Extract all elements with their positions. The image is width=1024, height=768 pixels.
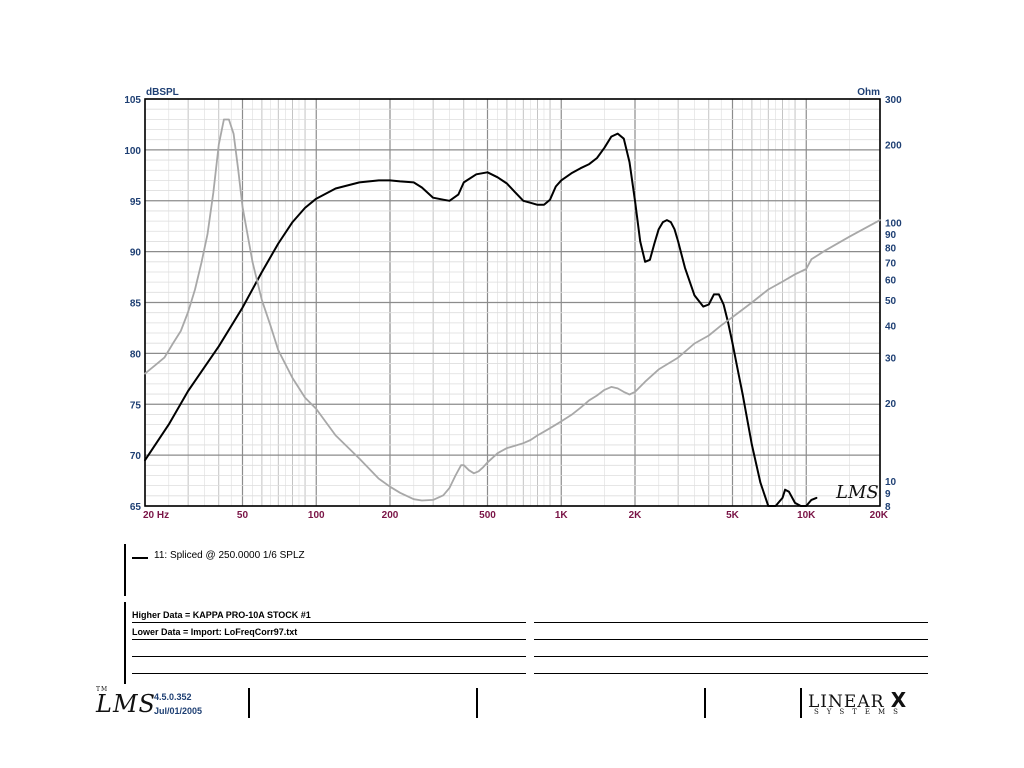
note-line-lower-data: Lower Data = Import: LoFreqCorr97.txt — [132, 624, 526, 640]
right-tick-label: 60 — [885, 276, 897, 287]
left-tick-label: 95 — [130, 197, 142, 208]
left-tick-label: 80 — [130, 349, 142, 360]
left-tick-label: 70 — [130, 451, 142, 462]
right-tick-label: 9 — [885, 489, 891, 500]
x-tick-label: 100 — [308, 510, 325, 521]
note-lower-data: Lower Data = Import: LoFreqCorr97.txt — [132, 627, 298, 637]
lms-logo-text: LMS — [96, 690, 156, 718]
lms-logo-mark: TM — [96, 686, 109, 693]
lms-logo: TM LMS — [96, 686, 156, 718]
note-line-higher-data: Higher Data = KAPPA PRO-10A STOCK #1 — [132, 607, 526, 623]
footer-divider-3 — [704, 688, 706, 718]
right-tick-label: 90 — [885, 230, 897, 241]
note-line-blank-2 — [132, 658, 526, 674]
legend-swatch-spl — [132, 557, 148, 559]
notes-panel: Higher Data = KAPPA PRO-10A STOCK #1 Low… — [124, 602, 934, 684]
spl-curve — [144, 132, 818, 507]
plot-watermark-logo: LMS — [835, 482, 879, 503]
impedance-curve — [144, 118, 881, 502]
x-tick-label: 500 — [479, 510, 496, 521]
grid — [144, 98, 881, 507]
plot-frame — [144, 98, 881, 507]
note-higher-data: Higher Data = KAPPA PRO-10A STOCK #1 — [132, 610, 311, 620]
brand-divider — [800, 688, 802, 718]
note-line-right-2 — [534, 624, 928, 640]
brand-subtitle: SYSTEMS — [814, 708, 906, 716]
x-tick-label: 2K — [629, 510, 643, 521]
legend-divider — [124, 544, 126, 596]
right-tick-label: 30 — [885, 354, 897, 365]
left-tick-label: 65 — [130, 502, 142, 513]
right-tick-label: 100 — [885, 218, 902, 229]
footer-divider-2 — [476, 688, 478, 718]
brand-x-mark: X — [890, 688, 908, 712]
legend-panel: 11: Spliced @ 250.0000 1/6 SPLZ — [124, 544, 924, 596]
note-line-blank-1 — [132, 641, 526, 657]
footer-divider-1 — [248, 688, 250, 718]
right-tick-label: 200 — [885, 141, 902, 152]
legend-label-spl: 11: Spliced @ 250.0000 1/6 SPLZ — [154, 550, 305, 561]
x-tick-label: 20K — [870, 510, 889, 521]
notes-divider — [124, 602, 126, 684]
x-tick-label: 1K — [555, 510, 569, 521]
x-tick-label: 50 — [237, 510, 249, 521]
axis-labels: 65 70 75 80 85 90 95 100 105 8 910 20 30 40 50 60 70 80 90… — [124, 95, 902, 521]
left-tick-label: 85 — [130, 299, 142, 310]
x-tick-label: 200 — [382, 510, 399, 521]
note-line-right-1 — [534, 607, 928, 623]
right-tick-label: 8 — [885, 502, 891, 513]
left-tick-label: 100 — [124, 146, 141, 157]
x-tick-label: 10K — [797, 510, 816, 521]
brand-name-text: LINEAR — [808, 692, 885, 712]
right-tick-label: 70 — [885, 258, 897, 269]
right-tick-label: 50 — [885, 296, 897, 307]
left-tick-label: 75 — [130, 400, 142, 411]
x-tick-label: 20 Hz — [143, 510, 169, 521]
curves — [144, 118, 881, 507]
linearx-brand-logo: LINEAR X SYSTEMS — [800, 688, 932, 718]
right-tick-label: 10 — [885, 477, 897, 488]
left-axis-unit: dBSPL — [146, 87, 179, 98]
right-tick-label: 40 — [885, 321, 897, 332]
right-tick-label: 300 — [885, 95, 902, 106]
frequency-response-chart: 65 70 75 80 85 90 95 100 105 8 910 20 30 40 50 60 70 80 90… — [124, 87, 902, 521]
report-date: Jul/01/2005 — [154, 706, 203, 716]
right-tick-label: 80 — [885, 243, 897, 254]
right-axis-unit: Ohm — [857, 87, 880, 98]
x-tick-label: 5K — [726, 510, 740, 521]
software-version: 4.5.0.352 — [154, 692, 192, 702]
note-line-right-4 — [534, 658, 928, 674]
right-tick-label: 20 — [885, 399, 897, 410]
note-line-right-3 — [534, 641, 928, 657]
left-tick-label: 90 — [130, 248, 142, 259]
left-tick-label: 105 — [124, 95, 141, 106]
brand-name: LINEAR X — [808, 688, 907, 712]
